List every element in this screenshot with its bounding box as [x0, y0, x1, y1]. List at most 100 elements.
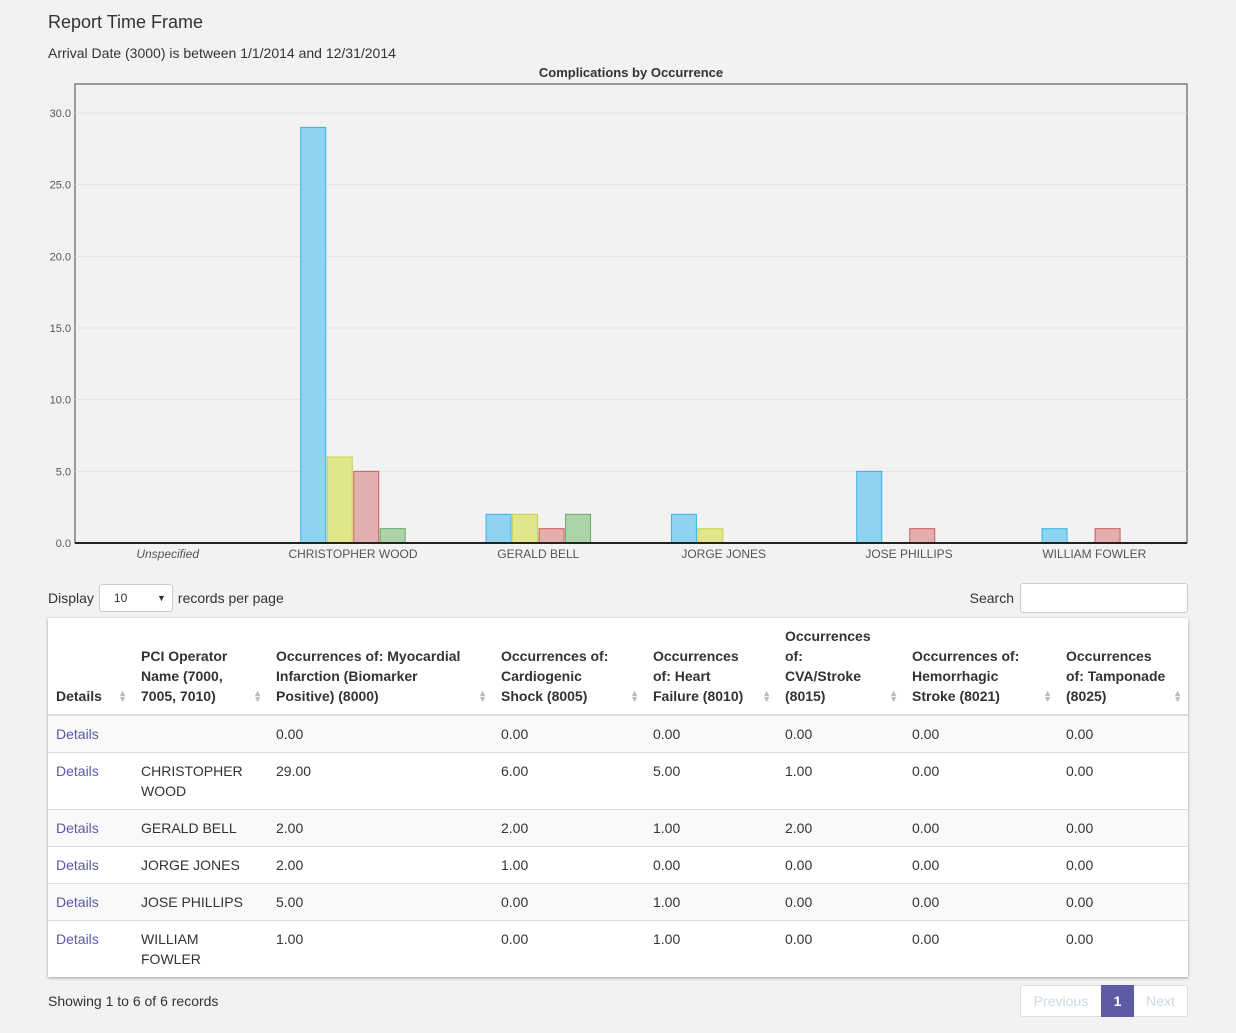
bar	[538, 528, 565, 544]
table-cell: 2.00	[268, 809, 493, 847]
next-page-button[interactable]: Next	[1134, 985, 1188, 1017]
details-link[interactable]: Details	[56, 820, 99, 836]
column-header-1[interactable]: Details ▲ ▼	[48, 618, 133, 716]
table-cell: 0.00	[904, 809, 1058, 847]
bar	[353, 470, 380, 544]
table-row: Details 0.00 0.00 0.00 0.00 0.00 0.00	[48, 714, 1188, 753]
table-row: Details GERALD BELL 2.00 2.00 1.00 2.00 0.00 0.…	[48, 809, 1188, 847]
plot-frame	[74, 83, 1188, 544]
table-cell: 0.00	[777, 883, 904, 921]
sort-icon[interactable]: ▲ ▼	[1173, 688, 1182, 704]
details-cell: Details	[48, 809, 133, 847]
column-header-label: Details	[56, 688, 102, 704]
table-cell: WILLIAM FOWLER	[133, 920, 268, 977]
details-cell: Details	[48, 846, 133, 884]
column-header-3[interactable]: Occurrences of: Myocardial Infarction (B…	[268, 618, 493, 716]
details-link[interactable]: Details	[56, 894, 99, 910]
details-link[interactable]: Details	[56, 857, 99, 873]
table-cell: 0.00	[1058, 714, 1188, 753]
column-header-5[interactable]: Occurrences of: Heart Failure (8010) ▲ ▼	[645, 618, 777, 716]
sort-icon[interactable]: ▲ ▼	[253, 688, 262, 704]
column-header-label: Occurrences of: Tamponade (8025)	[1066, 648, 1166, 704]
x-tick-label: CHRISTOPHER WOOD	[288, 547, 417, 561]
table-row: Details CHRISTOPHER WOOD 29.00 6.00 5.00 1.00…	[48, 752, 1188, 810]
page-size-value: 10	[113, 591, 128, 605]
column-header-label: Occurrences of: Myocardial Infarction (B…	[276, 648, 461, 704]
details-link[interactable]: Details	[56, 931, 99, 947]
table-cell: GERALD BELL	[133, 809, 268, 847]
display-label: Display	[48, 590, 94, 606]
table-cell: 0.00	[777, 920, 904, 977]
bar	[909, 528, 936, 544]
table-row: Details JOSE PHILLIPS 5.00 0.00 1.00 0.00 0.00…	[48, 883, 1188, 921]
table-cell: JORGE JONES	[133, 846, 268, 884]
table-cell: 0.00	[493, 920, 645, 977]
column-header-4[interactable]: Occurrences of: Cardiogenic Shock (8005)…	[493, 618, 645, 716]
column-header-label: Occurrences of: Cardiogenic Shock (8005)	[501, 648, 609, 704]
complications-chart: Complications by Occurrence 0.0 5.0 10.0 15.…	[50, 65, 1188, 561]
table-cell: 0.00	[1058, 846, 1188, 884]
sort-icon[interactable]: ▲ ▼	[889, 688, 898, 704]
report-title: Report Time Frame	[48, 12, 204, 32]
per-page-label: records per page	[177, 590, 284, 606]
table-row: Details JORGE JONES 2.00 1.00 0.00 0.00 0.00 0.…	[48, 846, 1188, 884]
table-cell: 1.00	[645, 920, 777, 977]
x-tick-label: JORGE JONES	[681, 547, 766, 561]
details-cell: Details	[48, 752, 133, 810]
bar	[1041, 528, 1068, 544]
previous-page-button[interactable]: Previous	[1020, 985, 1101, 1017]
table-cell: 0.00	[904, 883, 1058, 921]
column-header-7[interactable]: Occurrences of: Hemorrhagic Stroke (8021…	[904, 618, 1058, 716]
column-header-8[interactable]: Occurrences of: Tamponade (8025) ▲ ▼	[1058, 618, 1188, 716]
column-header-2[interactable]: PCI Operator Name (7000, 7005, 7010) ▲ ▼	[133, 618, 268, 716]
results-table-container: Details ▲ ▼ PCI Operator Name (7000, 7005, …	[48, 618, 1188, 977]
details-link[interactable]: Details	[56, 726, 99, 742]
bar	[856, 470, 883, 544]
sort-icon[interactable]: ▲ ▼	[762, 688, 771, 704]
table-cell: 1.00	[268, 920, 493, 977]
details-cell: Details	[48, 714, 133, 753]
page-1-button[interactable]: 1	[1101, 985, 1134, 1017]
table-cell: 0.00	[904, 920, 1058, 977]
table-cell: CHRISTOPHER WOOD	[133, 752, 268, 810]
sort-icon[interactable]: ▲ ▼	[1043, 688, 1052, 704]
search-control: Search	[970, 583, 1188, 613]
bar	[485, 513, 512, 544]
bar	[379, 528, 406, 544]
table-cell: 2.00	[493, 809, 645, 847]
y-tick-label: 10.0	[50, 395, 71, 407]
table-cell	[133, 714, 268, 753]
table-cell: 0.00	[777, 714, 904, 753]
table-cell: 0.00	[645, 714, 777, 753]
y-tick-label: 25.0	[50, 180, 71, 192]
bar	[300, 126, 327, 544]
table-cell: 0.00	[268, 714, 493, 753]
y-tick-label: 20.0	[50, 251, 71, 263]
bar	[565, 513, 592, 544]
column-header-label: Occurrences of: CVA/Stroke (8015)	[785, 628, 871, 704]
table-cell: 2.00	[777, 809, 904, 847]
table-cell: 2.00	[268, 846, 493, 884]
records-info: Showing 1 to 6 of 6 records	[48, 993, 219, 1009]
page-size-select[interactable]: 10 ▼	[98, 584, 173, 612]
table-cell: 0.00	[493, 883, 645, 921]
column-header-6[interactable]: Occurrences of: CVA/Stroke (8015) ▲ ▼	[777, 618, 904, 716]
details-link[interactable]: Details	[56, 763, 99, 779]
bar	[326, 456, 353, 544]
table-cell: JOSE PHILLIPS	[133, 883, 268, 921]
bar	[512, 513, 539, 544]
search-input[interactable]	[1020, 583, 1188, 613]
dropdown-arrow-icon: ▼	[156, 593, 166, 603]
results-table: Details ▲ ▼ PCI Operator Name (7000, 7005, …	[48, 618, 1188, 977]
table-header-row: Details ▲ ▼ PCI Operator Name (7000, 7005, …	[48, 618, 1188, 716]
bar	[1094, 528, 1121, 544]
sort-icon[interactable]: ▲ ▼	[630, 688, 639, 704]
table-body: Details 0.00 0.00 0.00 0.00 0.00 0.00 Details CH…	[48, 714, 1188, 977]
sort-icon[interactable]: ▲ ▼	[478, 688, 487, 704]
column-header-label: PCI Operator Name (7000, 7005, 7010)	[141, 648, 228, 704]
table-cell: 1.00	[777, 752, 904, 810]
y-tick-label: 30.0	[50, 108, 71, 120]
details-cell: Details	[48, 883, 133, 921]
sort-icon[interactable]: ▲ ▼	[118, 688, 127, 704]
x-tick-label: GERALD BELL	[497, 547, 579, 561]
